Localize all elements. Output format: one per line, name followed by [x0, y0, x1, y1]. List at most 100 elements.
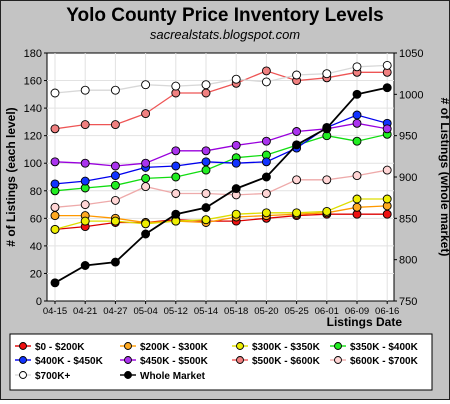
data-point-700k [141, 80, 151, 90]
legend-marker [19, 356, 27, 364]
series-line-500k-600k [54, 70, 388, 130]
legend-label: $700K+ [35, 371, 70, 382]
y-left-tick-label: 140 [24, 103, 42, 115]
legend-marker [236, 342, 244, 350]
data-point-whole-market [261, 172, 271, 182]
data-point-350k-400k [171, 172, 181, 182]
data-point-200k-300k [50, 211, 60, 221]
legend-item-600k-700k: $600K - $700K [330, 356, 419, 367]
x-tick-label: 06-16 [375, 306, 399, 317]
legend-label: Whole Market [140, 371, 206, 382]
data-point-450k-500k [80, 158, 90, 168]
data-point-500k-600k [110, 120, 120, 130]
legend-item-400k-450k: $400K - $450K [15, 356, 104, 367]
data-point-200k-300k [352, 202, 362, 212]
y-left-tick-label: 40 [30, 241, 42, 253]
data-point-300k-350k [110, 216, 120, 226]
data-point-400k-450k [171, 161, 181, 171]
data-point-500k-600k [261, 66, 271, 76]
x-tick-label: 06-01 [315, 306, 339, 317]
legend: $0 - $200K $200K - $300K $300K - $350K $350… [15, 342, 419, 382]
x-tick-label: 06-09 [345, 306, 369, 317]
series-line-200k-300k [55, 205, 388, 224]
data-point-300k-350k [141, 219, 151, 229]
data-point-450k-500k [141, 158, 151, 168]
legend-item-0-200k: $0 - $200K [15, 342, 85, 353]
y-right-tick-label: 800 [399, 255, 417, 267]
legend-label: $350K - $400K [350, 342, 419, 353]
legend-marker [19, 342, 27, 350]
y-left-tick-label: 20 [30, 268, 42, 280]
data-point-450k-500k [352, 118, 362, 128]
data-point-300k-350k [322, 206, 332, 216]
series-layer [50, 60, 392, 288]
data-point-whole-market [171, 209, 181, 219]
series-line-600k-700k [54, 169, 388, 208]
legend-marker [124, 356, 132, 364]
legend-label: $500K - $600K [252, 356, 321, 367]
data-point-600k-700k [292, 175, 302, 185]
y-left-tick-label: 120 [24, 131, 42, 143]
series-600k-700k [50, 165, 392, 212]
data-point-500k-600k [80, 120, 90, 130]
x-tick-label: 05-04 [133, 306, 157, 317]
data-point-300k-350k [382, 194, 392, 204]
data-point-700k [201, 80, 211, 90]
data-point-350k-400k [110, 180, 120, 190]
data-point-350k-400k [201, 165, 211, 175]
y-left-tick-label: 80 [30, 186, 42, 198]
y-left-tick-label: 100 [24, 158, 42, 170]
data-point-whole-market [322, 123, 332, 133]
series-line-350k-400k [54, 133, 388, 192]
data-point-600k-700k [261, 189, 271, 198]
legend-item-700k: $700K+ [15, 371, 70, 382]
data-point-300k-350k [50, 224, 60, 234]
data-point-300k-350k [292, 208, 302, 218]
data-point-450k-500k [231, 140, 241, 150]
legend-marker [124, 342, 132, 350]
x-tick-label: 05-14 [194, 306, 218, 317]
data-point-450k-500k [382, 124, 392, 134]
x-tick-label: 04-21 [73, 306, 97, 317]
data-point-whole-market [141, 229, 151, 239]
data-point-600k-700k [322, 175, 332, 185]
data-point-whole-market [292, 140, 302, 150]
legend-marker [334, 342, 342, 350]
data-point-whole-market [80, 261, 90, 270]
data-point-600k-700k [201, 189, 211, 198]
legend-box [9, 333, 433, 391]
data-point-450k-500k [292, 127, 302, 136]
data-point-450k-500k [261, 136, 271, 146]
data-point-whole-market [352, 89, 362, 99]
data-point-whole-market [50, 278, 60, 288]
data-point-700k [352, 62, 362, 72]
data-point-600k-700k [382, 165, 392, 175]
x-tick-label: 04-15 [43, 306, 67, 317]
y-axis-right-label: # of Listings (whole market) [438, 98, 449, 257]
legend-marker [236, 356, 244, 364]
y-left-tick-label: 180 [24, 48, 42, 60]
data-point-300k-350k [80, 216, 90, 226]
data-point-400k-450k [110, 171, 120, 181]
legend-label: $450K - $500K [140, 356, 209, 367]
series-line-400k-450k [54, 114, 388, 185]
x-axis-label: Listings Date [327, 315, 403, 329]
data-point-whole-market [110, 257, 120, 267]
y-right-tick-label: 900 [399, 172, 417, 184]
data-point-300k-350k [231, 209, 241, 219]
series-whole-market [50, 83, 392, 288]
data-point-700k [261, 77, 271, 87]
data-point-400k-450k [50, 179, 60, 189]
y-right-tick-label: 950 [399, 131, 417, 143]
legend-item-200k-300k: $200K - $300K [120, 342, 209, 353]
data-point-400k-450k [352, 110, 362, 120]
data-point-500k-600k [141, 109, 151, 119]
data-point-600k-700k [352, 171, 362, 181]
legend-label: $300K - $350K [252, 342, 321, 353]
y-axis-right-ticks: 750 800 850 900 950 1000 1050 [394, 48, 423, 308]
series-400k-450k [50, 110, 392, 189]
y-right-tick-label: 1050 [399, 48, 423, 60]
x-axis-ticks: 04-15 04-21 04-27 05-04 05-12 05-14 05-18 05-20… [43, 301, 399, 317]
